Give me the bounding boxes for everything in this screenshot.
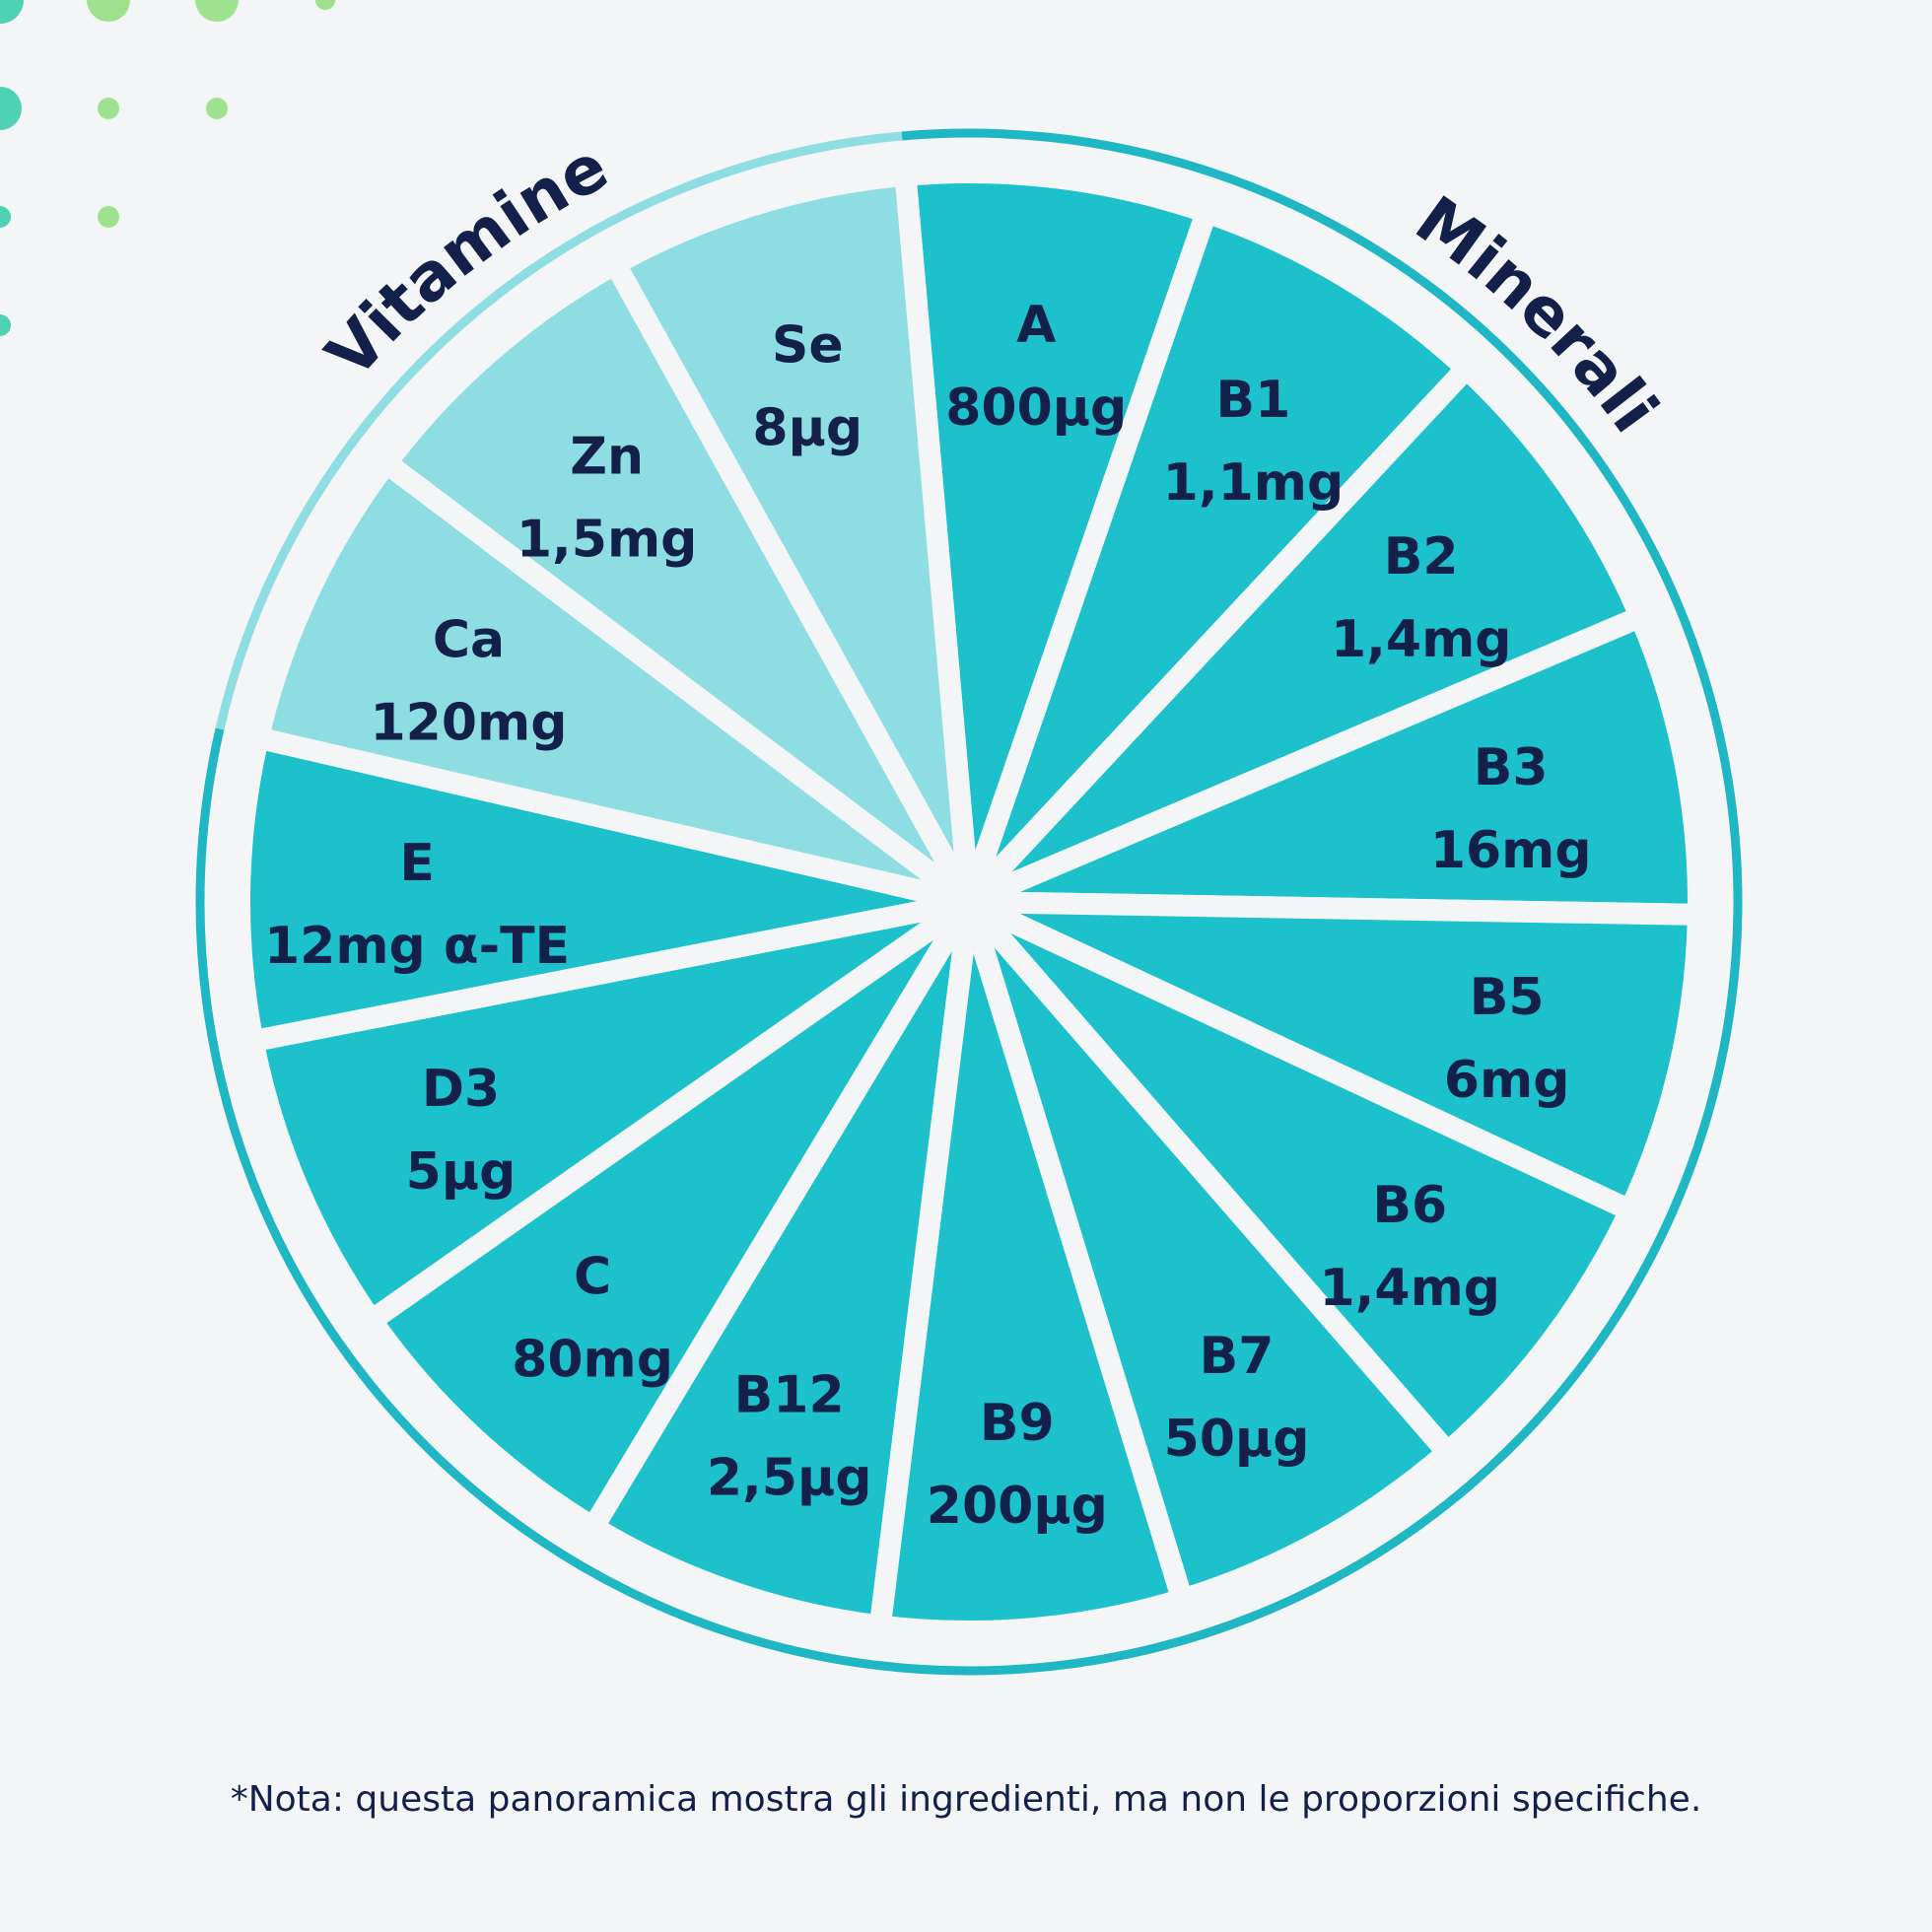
segment-ca xyxy=(244,448,976,913)
segment-name: Se xyxy=(772,315,844,375)
segment-b7 xyxy=(958,894,1463,1614)
segment-label: B2 1,4mg xyxy=(1331,527,1512,669)
ring-minerals xyxy=(215,131,903,730)
segment-label: B1 1,1mg xyxy=(1163,371,1345,513)
decorative-dot xyxy=(98,206,119,228)
segment-name: Ca xyxy=(433,610,505,669)
decorative-dots xyxy=(0,0,335,336)
segment-label: D3 5µg xyxy=(406,1060,517,1202)
segment-amount: 1,1mg xyxy=(1163,453,1345,513)
segment-label: C 80mg xyxy=(512,1248,673,1390)
footnote: *Nota: questa panoramica mostra gli ingr… xyxy=(230,1779,1702,1820)
decorative-dot xyxy=(0,87,22,130)
segment-se xyxy=(600,163,980,908)
segment-label: B3 16mg xyxy=(1430,738,1592,880)
segment-amount: 800µg xyxy=(945,379,1127,438)
segment-b12 xyxy=(578,896,980,1638)
segment-name: B2 xyxy=(1384,527,1459,586)
segment-label: B5 6mg xyxy=(1444,968,1570,1110)
segment-b2 xyxy=(960,353,1655,913)
segment-c xyxy=(356,892,979,1543)
segment-amount: 200µg xyxy=(927,1477,1108,1536)
segment-name: B9 xyxy=(980,1394,1055,1453)
segment-amount: 16mg xyxy=(1430,821,1592,880)
segment-b6 xyxy=(960,892,1645,1469)
outer-ring xyxy=(195,128,1743,1676)
segment-label: Zn 1,5mg xyxy=(517,427,698,569)
decorative-dot xyxy=(0,314,11,336)
decorative-dot xyxy=(87,0,130,22)
segment-label: E 12mg α-TE xyxy=(264,834,570,976)
segment-label: Ca 120mg xyxy=(370,610,567,752)
decorative-dot xyxy=(315,0,335,10)
segment-name: B1 xyxy=(1216,371,1291,430)
segment-name: A xyxy=(1016,296,1056,355)
segment-amount: 8µg xyxy=(752,398,862,457)
segment-zn xyxy=(371,248,979,911)
segment-b1 xyxy=(958,198,1483,910)
decorative-dot xyxy=(0,206,11,228)
segment-amount: 50µg xyxy=(1164,1410,1310,1469)
segment-amount: 1,4mg xyxy=(1331,610,1512,669)
segment-amount: 120mg xyxy=(370,693,567,752)
segment-amount: 2,5µg xyxy=(707,1448,872,1507)
segment-b3 xyxy=(964,602,1709,927)
segment-name: E xyxy=(399,834,435,893)
decorative-dot xyxy=(206,98,228,119)
segment-label: Se 8µg xyxy=(752,315,862,457)
segment-amount: 1,5mg xyxy=(517,510,698,569)
segment-amount: 80mg xyxy=(512,1331,673,1390)
decorative-dot xyxy=(0,0,24,24)
segment-label: B6 1,4mg xyxy=(1319,1176,1500,1318)
segment-name: Zn xyxy=(570,427,644,486)
segment-amount: 6mg xyxy=(1444,1051,1570,1110)
decorative-dot xyxy=(195,0,239,22)
segment-name: B6 xyxy=(1372,1176,1447,1235)
segment-amount: 1,4mg xyxy=(1319,1259,1500,1318)
segment-name: C xyxy=(574,1248,611,1307)
segment-e xyxy=(229,724,972,1055)
wheel-hub xyxy=(922,855,1016,949)
segment-label: B7 50µg xyxy=(1164,1327,1310,1469)
segment-name: B12 xyxy=(734,1365,845,1424)
segment-name: D3 xyxy=(422,1060,500,1119)
segment-name: B5 xyxy=(1470,968,1545,1027)
ring-vitamins xyxy=(195,128,1743,1676)
segment-a xyxy=(893,162,1220,906)
segment-amount: 5µg xyxy=(406,1142,517,1202)
segment-label: A 800µg xyxy=(945,296,1127,438)
segment-amount: 12mg α-TE xyxy=(264,917,570,976)
segment-label: B12 2,5µg xyxy=(707,1365,872,1507)
segment-name: B3 xyxy=(1474,738,1549,797)
decorative-dot xyxy=(98,98,119,119)
segment-name: B7 xyxy=(1200,1327,1275,1386)
segment-label: B9 200µg xyxy=(927,1394,1108,1536)
